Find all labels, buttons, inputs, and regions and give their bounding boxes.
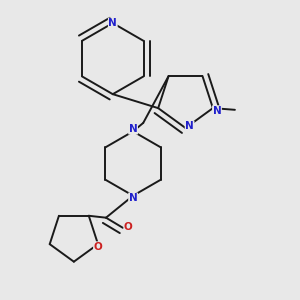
Text: O: O [94,242,102,252]
Text: N: N [108,18,117,28]
Text: N: N [129,124,137,134]
Text: N: N [213,106,221,116]
Text: O: O [124,222,133,232]
Text: N: N [185,121,194,131]
Text: N: N [129,193,137,203]
